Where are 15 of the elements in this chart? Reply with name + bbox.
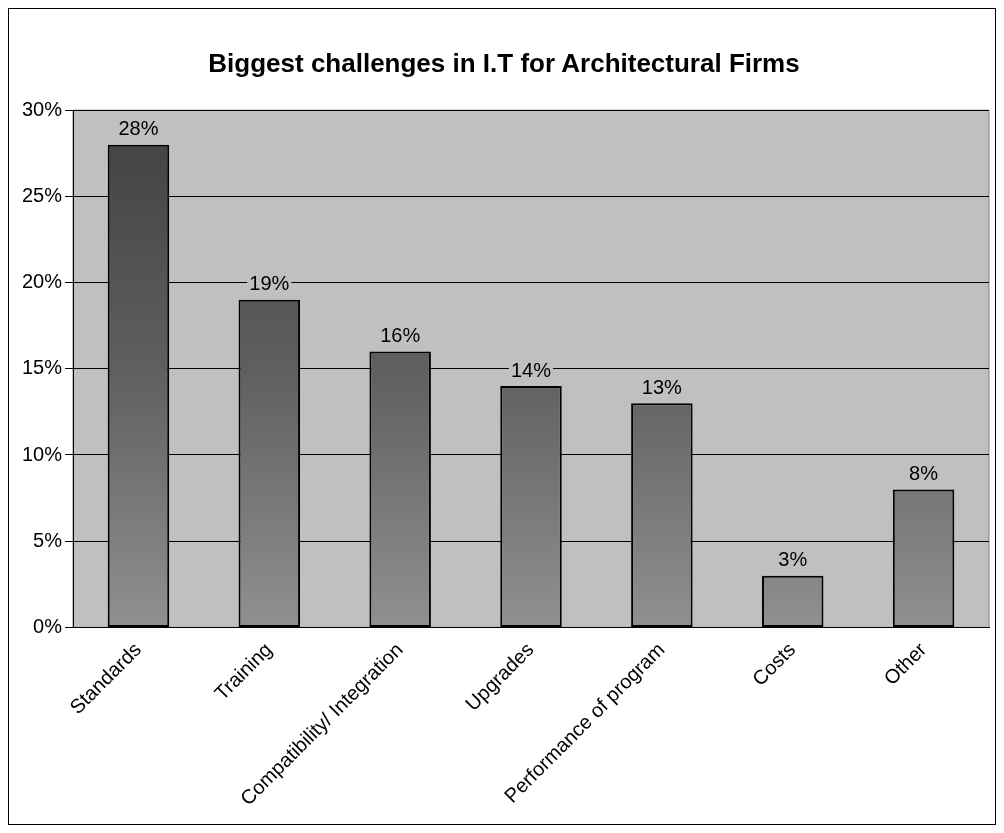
y-tick-label: 0% xyxy=(33,614,63,637)
data-label: 16% xyxy=(380,324,421,347)
data-label: 14% xyxy=(511,358,552,381)
y-tick-label: 30% xyxy=(22,97,63,120)
y-tick-label: 5% xyxy=(33,528,63,551)
data-label: 8% xyxy=(909,461,939,484)
y-tick-label: 10% xyxy=(22,442,63,465)
chart-title: Biggest challenges in I.T for Architectural Firms xyxy=(208,47,800,78)
y-tick-label: 20% xyxy=(22,270,63,293)
y-tick-label: 15% xyxy=(22,356,63,379)
data-label: 3% xyxy=(778,548,808,571)
data-label: 13% xyxy=(641,375,683,398)
data-label: 19% xyxy=(249,272,290,295)
data-label: 28% xyxy=(118,117,159,140)
y-tick-label: 25% xyxy=(22,183,63,206)
